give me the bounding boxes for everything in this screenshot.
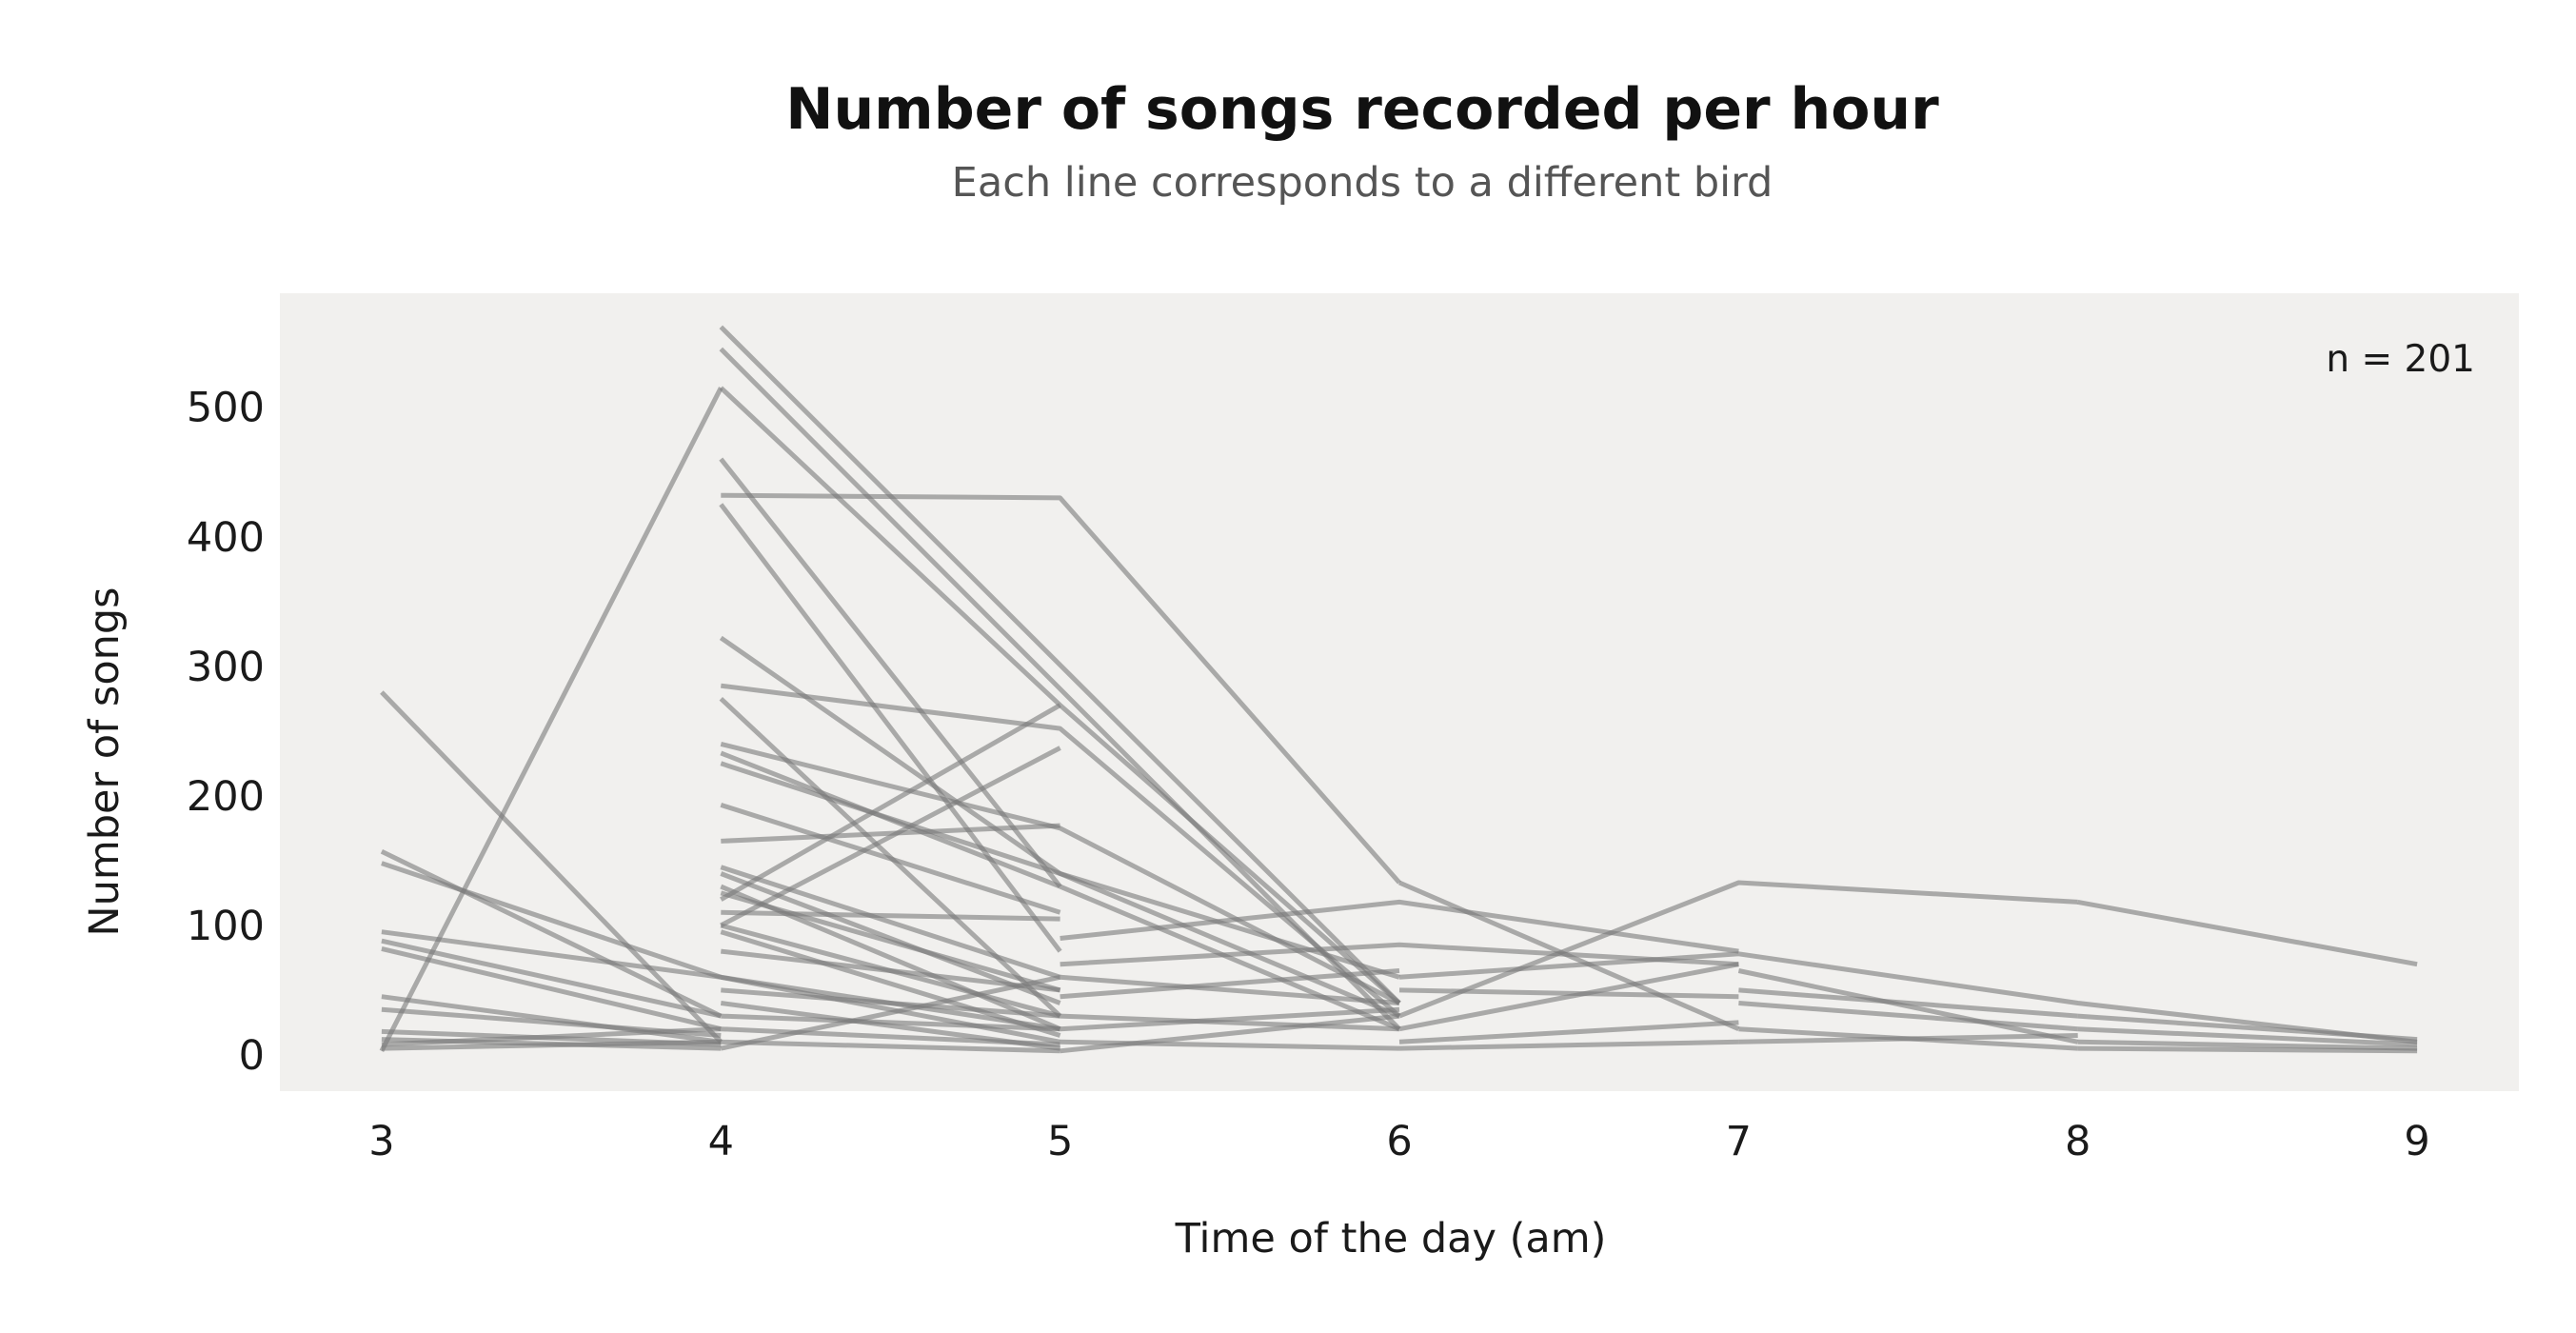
series-line-14	[720, 803, 1061, 915]
series-line-25	[381, 994, 722, 1045]
x-tick-label: 3	[368, 1118, 394, 1165]
series-line-55	[1398, 951, 2418, 1045]
series-line-5	[721, 492, 1401, 885]
x-axis-label: Time of the day (am)	[1175, 1215, 1607, 1263]
y-axis-label: Number of songs	[81, 587, 129, 936]
series-line-45	[720, 974, 1061, 1051]
series-line-39	[720, 974, 1061, 1045]
series-line-56	[1398, 987, 1739, 1000]
y-tick-label: 100	[187, 903, 265, 950]
series-line-42	[721, 1013, 1060, 1032]
chart-subtitle: Each line corresponds to a different bir…	[952, 159, 1773, 207]
series-line-13	[720, 761, 1400, 980]
x-tick-label: 5	[1047, 1118, 1073, 1165]
y-tick-label: 500	[187, 385, 265, 432]
plot-panel	[280, 293, 2519, 1091]
series-line-10	[720, 683, 1401, 1019]
sample-size-annotation: n = 201	[2326, 338, 2475, 381]
series-line-19	[380, 690, 723, 1045]
x-tick-labels: 3 4 5 6 7 8 9	[368, 1118, 2430, 1165]
series-line-29	[381, 1026, 722, 1047]
series-line-21	[381, 861, 723, 980]
series-line-24	[381, 945, 722, 1032]
x-tick-label: 7	[1726, 1118, 1752, 1165]
series-line-53	[1060, 1013, 1400, 1054]
series-line-61	[1738, 987, 2078, 1019]
series-line-65	[2077, 899, 2418, 967]
series-line-67	[2077, 1026, 2418, 1047]
series-line-46	[1060, 899, 1739, 954]
series-line-31	[720, 865, 1061, 980]
series-line-34	[720, 890, 1061, 993]
series-line-69	[2077, 1045, 2418, 1054]
x-tick-label: 6	[1386, 1118, 1412, 1165]
series-line-40	[721, 987, 1060, 1019]
x-tick-label: 4	[708, 1118, 734, 1165]
y-tick-label: 200	[187, 773, 265, 821]
series-line-57	[1398, 962, 1739, 1032]
y-tick-labels: 0 100 200 300 400 500	[187, 385, 265, 1080]
series-line-17	[721, 823, 1060, 844]
series-line-30	[381, 1039, 722, 1051]
series-line-49	[1060, 968, 1400, 1000]
y-tick-label: 400	[187, 514, 265, 562]
series-line-47	[1060, 942, 1739, 967]
series-line-68	[2077, 1039, 2418, 1051]
chart-title: Number of songs recorded per hour	[785, 76, 1939, 143]
series-line-50	[1060, 1013, 1400, 1032]
series-line-44	[721, 1039, 1060, 1054]
series-line-37	[720, 929, 1061, 1038]
series-line-59	[1398, 1039, 1739, 1051]
series-line-8	[719, 503, 1062, 953]
series-line-35	[721, 909, 1060, 922]
series-line-51	[1060, 1006, 1400, 1032]
series-line-3	[719, 325, 1401, 1005]
y-tick-label: 0	[239, 1032, 265, 1080]
series-line-66	[2077, 1013, 2418, 1043]
series-line-48	[1060, 974, 1400, 1005]
series-line-15	[720, 703, 1061, 902]
series-line-43	[721, 1026, 1060, 1047]
y-tick-label: 300	[187, 644, 265, 691]
x-tick-label: 8	[2065, 1118, 2091, 1165]
series-line-38	[721, 948, 1060, 993]
x-tick-label: 9	[2404, 1118, 2429, 1165]
series-line-64	[1738, 1033, 2078, 1045]
series-line-20	[380, 849, 723, 1019]
series-line-60	[1737, 968, 2079, 1045]
series-line-58	[1398, 1020, 1739, 1045]
series-lines	[379, 325, 2418, 1054]
series-line-23	[381, 938, 722, 1019]
series-line-62	[1738, 1001, 2078, 1032]
